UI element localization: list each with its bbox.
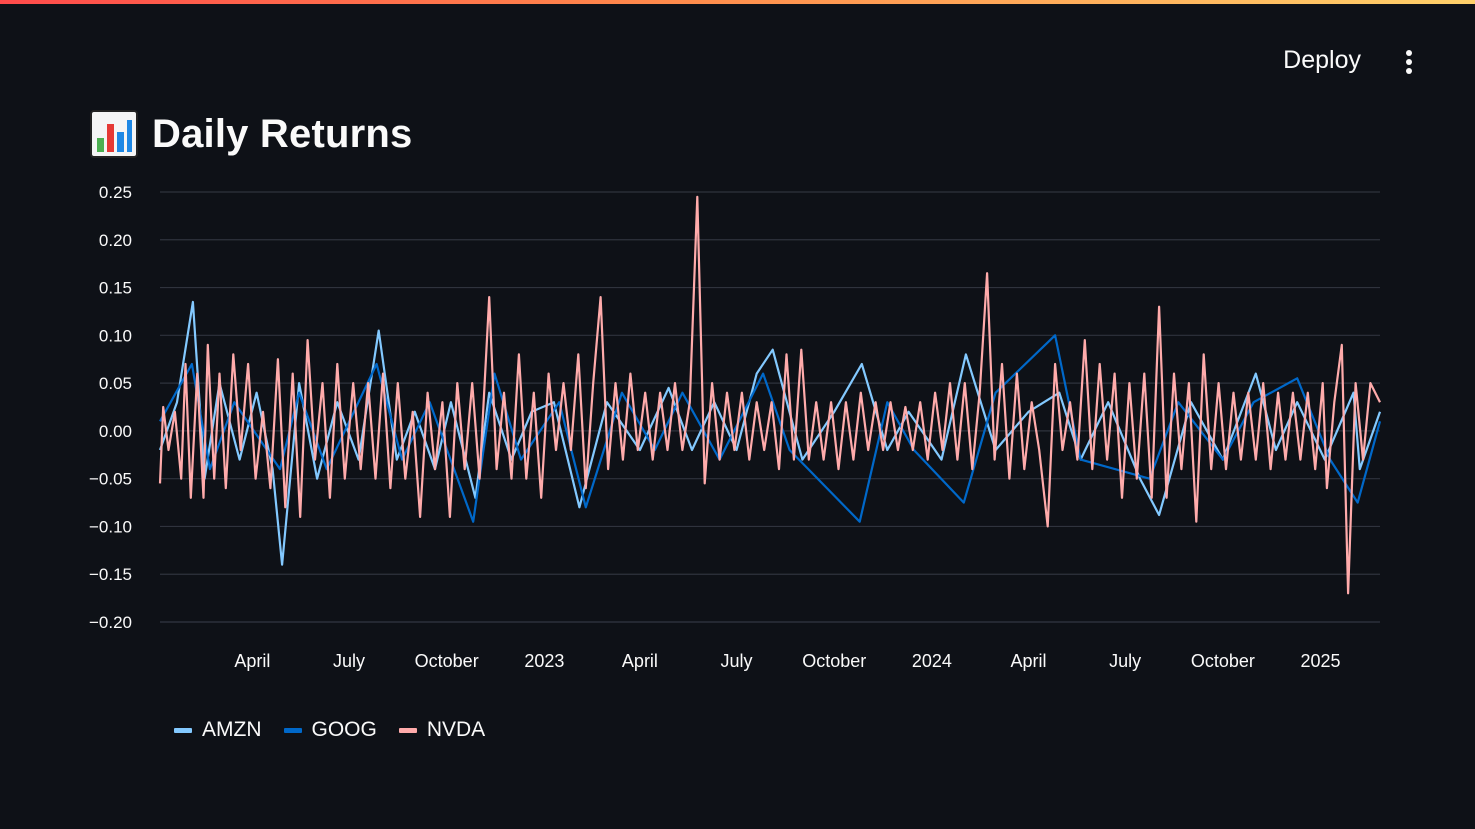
chart-container: 0.25 0.20 0.15 0.10 0.05 0.00 −0.05 −0.10 −0.15 −… (0, 170, 1475, 690)
y-tick-label: −0.20 (89, 613, 132, 632)
legend-label: GOOG (311, 718, 377, 741)
page-title-row: Daily Returns (90, 108, 412, 160)
legend-item-goog[interactable]: GOOG (283, 718, 377, 742)
x-tick-label: July (721, 651, 753, 671)
kebab-menu-icon[interactable] (1397, 48, 1421, 82)
x-tick-label: October (802, 651, 866, 671)
x-tick-label: April (1011, 651, 1047, 671)
x-tick-label: October (415, 651, 479, 671)
app-header: Deploy (0, 4, 1475, 100)
y-tick-label: 0.20 (99, 231, 132, 250)
x-axis-ticks: April July October 2023 April July October 2024… (234, 651, 1340, 671)
x-tick-label: October (1191, 651, 1255, 671)
series-line-amzn[interactable] (158, 300, 1382, 566)
legend-label: NVDA (426, 718, 486, 741)
legend-item-amzn[interactable]: AMZN (174, 718, 262, 742)
y-tick-label: 0.00 (99, 422, 132, 441)
x-tick-label: 2024 (912, 651, 952, 671)
x-tick-label: 2025 (1301, 651, 1341, 671)
y-tick-label: 0.15 (99, 279, 132, 298)
chart-legend: AMZN GOOG NVDA (174, 718, 507, 742)
legend-item-nvda[interactable]: NVDA (398, 718, 486, 742)
y-tick-label: 0.25 (99, 183, 132, 202)
y-tick-label: −0.15 (89, 565, 132, 584)
legend-swatch-amzn (174, 727, 192, 733)
y-tick-label: 0.10 (99, 326, 132, 345)
legend-label: AMZN (202, 718, 262, 741)
grid-lines (160, 191, 1380, 623)
x-tick-label: April (234, 651, 270, 671)
deploy-button[interactable]: Deploy (1283, 46, 1361, 74)
y-tick-label: 0.05 (99, 374, 132, 393)
page-title: Daily Returns (152, 111, 413, 156)
y-axis-ticks: 0.25 0.20 0.15 0.10 0.05 0.00 −0.05 −0.10 −0.15 −… (89, 183, 132, 632)
line-chart: 0.25 0.20 0.15 0.10 0.05 0.00 −0.05 −0.10 −0.15 −… (89, 183, 1382, 671)
top-decoration-bar (0, 0, 1475, 4)
legend-swatch-nvda (398, 727, 417, 733)
legend-swatch-goog (283, 727, 302, 733)
x-tick-label: July (1109, 651, 1141, 671)
x-tick-label: July (333, 651, 365, 671)
series-line-nvda[interactable] (158, 195, 1381, 595)
series-lines (158, 195, 1382, 595)
y-tick-label: −0.10 (89, 517, 132, 536)
bar-chart-icon (90, 110, 138, 158)
x-tick-label: 2023 (524, 651, 564, 671)
y-tick-label: −0.05 (89, 470, 132, 489)
x-tick-label: April (622, 651, 658, 671)
